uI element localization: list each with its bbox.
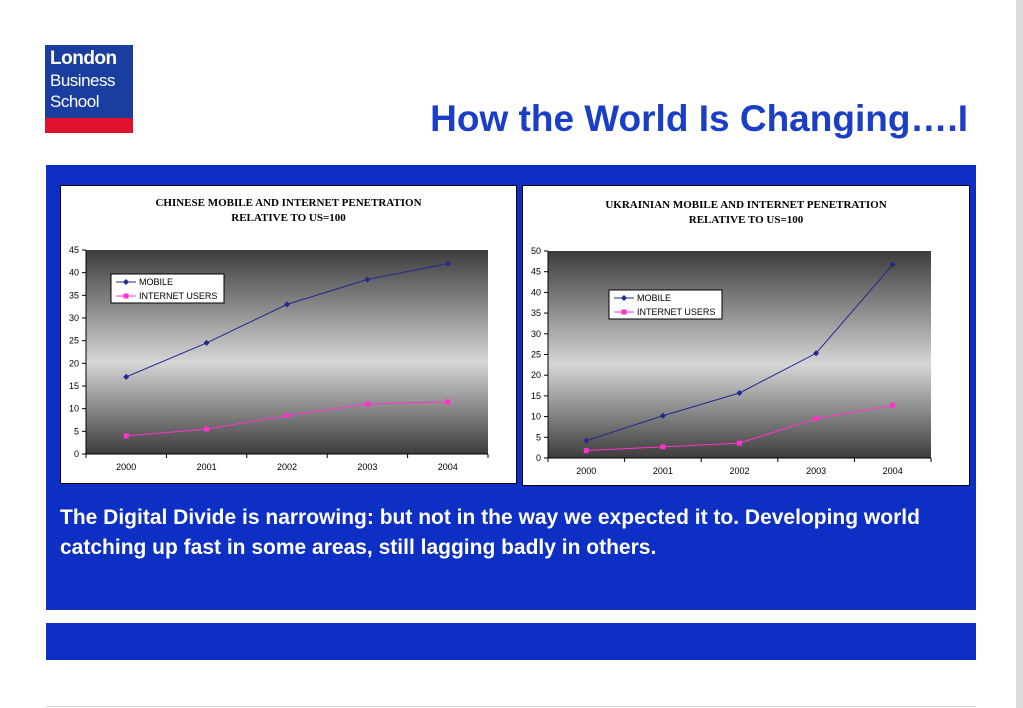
logo-line-3: School (50, 92, 99, 111)
chart2-y-tick-label: 0 (536, 453, 541, 463)
chart1-mobile-point (203, 339, 210, 346)
chart1-internet-point (445, 399, 451, 405)
chart1-x-tick-label: 2001 (197, 462, 217, 472)
footer-divider (46, 706, 976, 707)
chart2-y-tick-label: 25 (531, 350, 541, 360)
chart1-x-tick-label: 2000 (116, 462, 136, 472)
chart1-mobile-point (123, 373, 130, 380)
chart2-legend-marker (621, 309, 627, 315)
logo-red-bar (45, 118, 133, 133)
chart1-y-tick-label: 25 (69, 336, 79, 346)
chart1-x-tick-label: 2002 (277, 462, 297, 472)
london-business-school-logo: London Business School (45, 45, 133, 133)
chart1-internet-point (364, 401, 370, 407)
bottom-band (46, 623, 976, 660)
chart1-y-tick-label: 5 (74, 426, 79, 436)
chart2-legend-label: INTERNET USERS (637, 307, 715, 317)
chart2-y-tick-label: 5 (536, 432, 541, 442)
ukrainian-penetration-chart: UKRAINIAN MOBILE AND INTERNET PENETRATIO… (522, 185, 970, 486)
logo-line-1: London (50, 48, 117, 69)
chart2-x-tick-label: 2004 (883, 466, 903, 476)
chart2-legend-marker (621, 295, 627, 301)
chart1-title-line1: CHINESE MOBILE AND INTERNET PENETRATION (155, 197, 422, 209)
caption-text: The Digital Divide is narrowing: but not… (60, 506, 920, 559)
chart1-plot: 0 5 10 15 20 25 30 35 40 45 2000 2001 2002 2003 2004 MO… (69, 245, 489, 472)
chart2-legend (608, 289, 723, 320)
chart1-internet-point (284, 412, 290, 418)
chart2-plot-area (548, 251, 931, 458)
chart2-y-tick-label: 10 (531, 412, 541, 422)
logo-line-2: Business (50, 71, 115, 90)
chart1-x-tick-label: 2004 (438, 462, 458, 472)
chart1-internet-point (204, 426, 210, 432)
chart2-y-tick-label: 45 (531, 267, 541, 277)
chart2-x-tick-label: 2001 (653, 466, 673, 476)
chart2-internet-point (737, 440, 742, 446)
chart2-internet-point (813, 416, 819, 422)
right-edge-strip (1016, 0, 1023, 708)
chart1-y-tick-label: 40 (69, 268, 79, 278)
chinese-penetration-chart: CHINESE MOBILE AND INTERNET PENETRATION … (60, 185, 517, 484)
chart1-mobile-point (444, 260, 451, 267)
chart1-y-tick-label: 30 (69, 313, 79, 323)
chart1-legend-marker (123, 293, 129, 299)
chart2-x-tick-label: 2003 (806, 466, 826, 476)
chart1-y-tick-label: 15 (69, 381, 79, 391)
chart2-internet-point (660, 444, 666, 450)
chart2-mobile-point (889, 261, 896, 268)
chart2-legend-label: MOBILE (637, 293, 671, 303)
chart2-mobile-point (659, 412, 666, 419)
slide-title: How the World Is Changing….I (430, 98, 968, 139)
chart1-internet-point (123, 433, 129, 439)
chart1-legend-label: MOBILE (139, 277, 173, 287)
chart2-x-tick-label: 2000 (576, 466, 596, 476)
chart1-y-tick-label: 10 (69, 404, 79, 414)
chart2-x-tick-label: 2002 (729, 466, 749, 476)
chart1-y-tick-label: 0 (74, 449, 79, 459)
chart1-legend (110, 273, 225, 304)
chart2-y-tick-label: 35 (531, 308, 541, 318)
chart1-title-line2: RELATIVE TO US=100 (231, 212, 346, 224)
chart1-y-tick-label: 20 (69, 358, 79, 368)
chart1-x-tick-label: 2003 (357, 462, 377, 472)
chart2-title-line2: RELATIVE TO US=100 (688, 214, 804, 226)
chart2-title-line1: UKRAINIAN MOBILE AND INTERNET PENETRATIO… (605, 199, 887, 211)
chart2-mobile-point (736, 390, 743, 397)
chart2-internet-point (583, 448, 589, 454)
chart2-y-tick-label: 15 (531, 391, 541, 401)
chart2-y-tick-label: 30 (531, 329, 541, 339)
chart2-y-tick-label: 40 (531, 287, 541, 297)
chart2-mobile-point (813, 350, 820, 357)
chart2-y-tick-label: 20 (531, 370, 541, 380)
chart1-mobile-point (284, 301, 290, 308)
chart2-y-tick-label: 50 (531, 246, 541, 256)
chart2-plot: 0 5 10 15 20 25 30 35 40 45 50 2000 2001 2002 2003 2004… (531, 246, 932, 476)
chart2-mobile-point (583, 437, 590, 444)
chart1-legend-label: INTERNET USERS (139, 291, 217, 301)
chart2-internet-point (890, 402, 896, 408)
chart1-legend-marker (123, 279, 129, 285)
chart1-y-tick-label: 35 (69, 290, 79, 300)
chart1-mobile-point (364, 276, 371, 283)
chart1-y-tick-label: 45 (69, 245, 79, 255)
